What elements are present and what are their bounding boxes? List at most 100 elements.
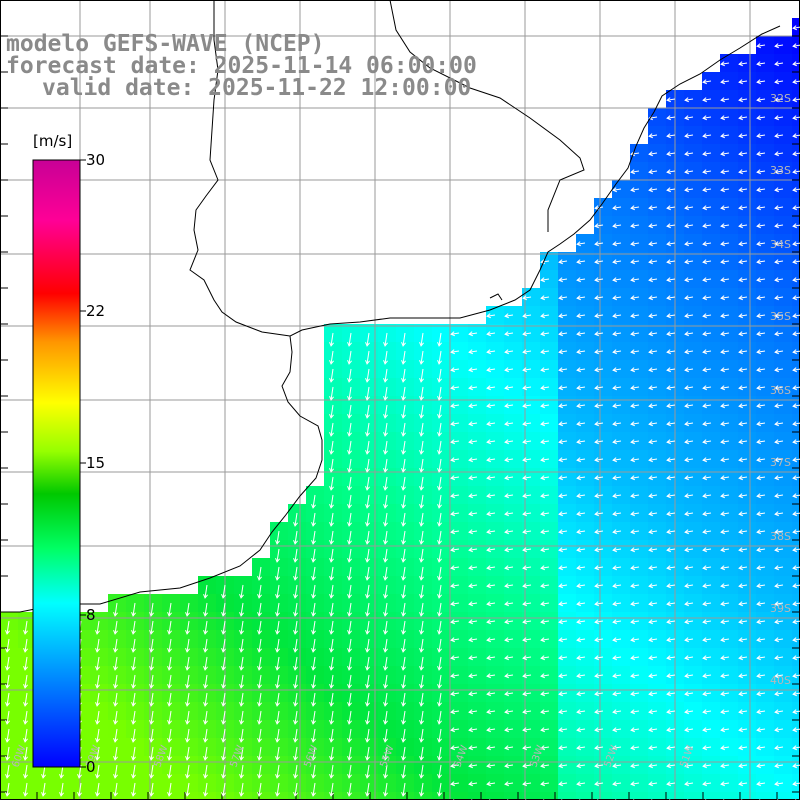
wind-arrowhead (756, 727, 761, 733)
wind-arrow (631, 494, 640, 497)
wind-arrow (613, 548, 622, 551)
wind-arrow (757, 134, 766, 137)
wind-arrowhead (792, 457, 797, 463)
wind-cell (486, 792, 504, 800)
wind-arrow (775, 782, 784, 785)
wind-arrow (150, 728, 154, 742)
wind-arrowhead (738, 277, 743, 283)
wind-arrow (559, 710, 568, 713)
wind-arrowhead (486, 709, 491, 715)
wind-arrowhead (275, 737, 280, 743)
wind-arrowhead (774, 655, 779, 661)
wind-arrowhead (774, 223, 779, 229)
wind-arrowhead (612, 529, 617, 535)
wind-arrowhead (5, 719, 10, 725)
wind-arrow (667, 692, 676, 695)
wind-arrowhead (401, 737, 406, 743)
wind-arrowhead (702, 349, 707, 355)
wind-arrowhead (365, 557, 370, 563)
wind-arrowhead (630, 493, 635, 499)
wind-arrow (186, 674, 190, 688)
wind-arrow (348, 692, 352, 706)
wind-arrow (469, 566, 478, 569)
wind-arrow (348, 332, 352, 346)
wind-arrowhead (612, 583, 617, 589)
wind-arrowhead (383, 431, 388, 437)
wind-arrowhead (684, 745, 689, 751)
wind-arrowhead (221, 791, 226, 797)
wind-arrowhead (401, 395, 406, 401)
wind-arrowhead (257, 575, 262, 581)
wind-arrow (757, 566, 766, 569)
wind-arrow (330, 530, 334, 544)
wind-arrow (240, 620, 244, 634)
wind-arrow (222, 746, 226, 760)
wind-arrowhead (329, 485, 334, 491)
wind-arrowhead (612, 403, 617, 409)
wind-arrow (667, 746, 676, 749)
wind-arrowhead (113, 773, 118, 779)
wind-arrowhead (630, 601, 635, 607)
wind-arrowhead (792, 331, 797, 337)
wind-arrow (613, 242, 622, 245)
wind-arrowhead (504, 457, 509, 463)
wind-arrow (523, 782, 532, 785)
wind-arrowhead (666, 367, 671, 373)
wind-arrow (721, 314, 730, 317)
wind-arrowhead (329, 413, 334, 419)
wind-arrow (469, 638, 478, 641)
wind-arrow (384, 584, 388, 598)
wind-cell (576, 792, 594, 800)
wind-arrow (204, 728, 208, 742)
wind-arrow (667, 278, 676, 281)
wind-arrowhead (329, 773, 334, 779)
wind-arrow (757, 224, 766, 227)
wind-arrow (114, 710, 118, 724)
wind-arrow (703, 116, 712, 119)
wind-cell (144, 792, 162, 800)
wind-arrow (438, 332, 442, 346)
wind-arrow (438, 602, 442, 616)
wind-arrow (6, 692, 10, 706)
wind-arrow (487, 530, 496, 533)
wind-arrowhead (365, 539, 370, 545)
wind-arrowhead (648, 385, 653, 391)
wind-arrowhead (365, 449, 370, 455)
wind-arrowhead (702, 601, 707, 607)
wind-arrowhead (257, 647, 262, 653)
wind-arrowhead (23, 701, 28, 707)
wind-arrowhead (59, 791, 64, 797)
wind-arrowhead (468, 403, 473, 409)
wind-arrowhead (738, 349, 743, 355)
wind-arrow (186, 782, 190, 796)
wind-arrowhead (401, 701, 406, 707)
wind-arrow (294, 674, 298, 688)
wind-arrowhead (540, 349, 545, 355)
wind-arrow (186, 728, 190, 742)
wind-cell (504, 792, 522, 800)
wind-cell (360, 792, 378, 800)
wind-arrowhead (630, 673, 635, 679)
wind-arrow (721, 404, 730, 407)
wind-arrow (577, 296, 586, 299)
wind-arrowhead (275, 683, 280, 689)
wind-arrow (438, 530, 442, 544)
wind-arrowhead (437, 521, 442, 527)
wind-arrow (240, 782, 244, 796)
wind-arrow (685, 260, 694, 263)
wind-arrow (559, 746, 568, 749)
wind-arrow (168, 764, 172, 778)
latitude-label: 37S (770, 456, 791, 469)
wind-arrowhead (684, 97, 689, 103)
wind-arrow (739, 224, 748, 227)
wind-arrowhead (756, 133, 761, 139)
wind-arrowhead (167, 737, 172, 743)
wind-arrowhead (702, 763, 707, 769)
wind-arrow (613, 764, 622, 767)
wind-arrow (150, 746, 154, 760)
wind-arrowhead (648, 187, 653, 193)
wind-arrowhead (612, 295, 617, 301)
wind-arrowhead (648, 277, 653, 283)
wind-arrow (721, 494, 730, 497)
wind-arrow (595, 656, 604, 659)
